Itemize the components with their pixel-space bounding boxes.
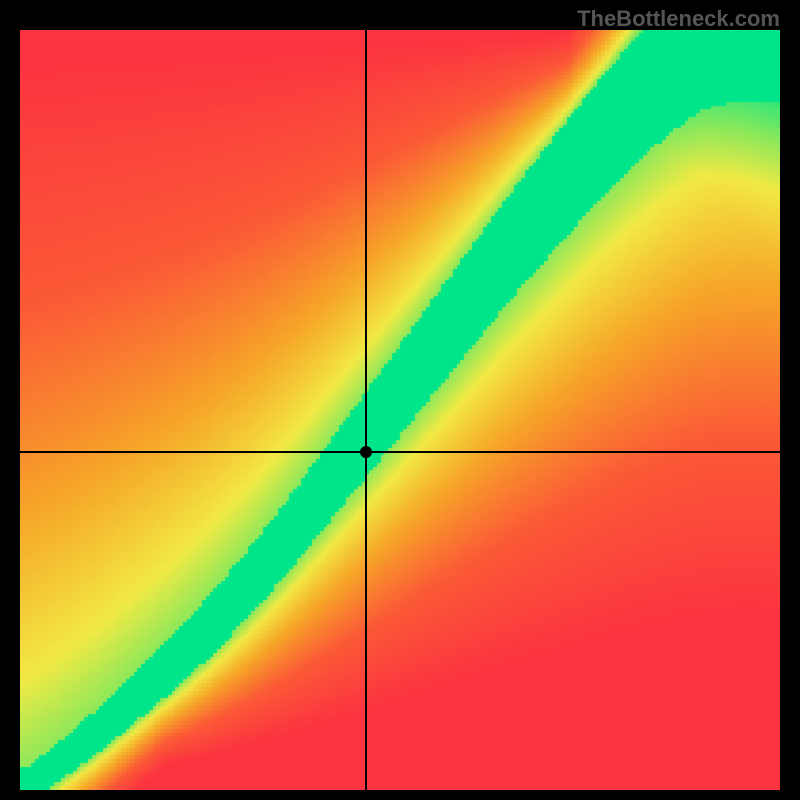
- watermark-text: TheBottleneck.com: [577, 6, 780, 32]
- crosshair-horizontal: [20, 451, 780, 453]
- heatmap-plot: [20, 30, 780, 790]
- chart-container: TheBottleneck.com: [0, 0, 800, 800]
- crosshair-vertical: [365, 30, 367, 790]
- data-point: [360, 446, 372, 458]
- heatmap-canvas: [20, 30, 780, 790]
